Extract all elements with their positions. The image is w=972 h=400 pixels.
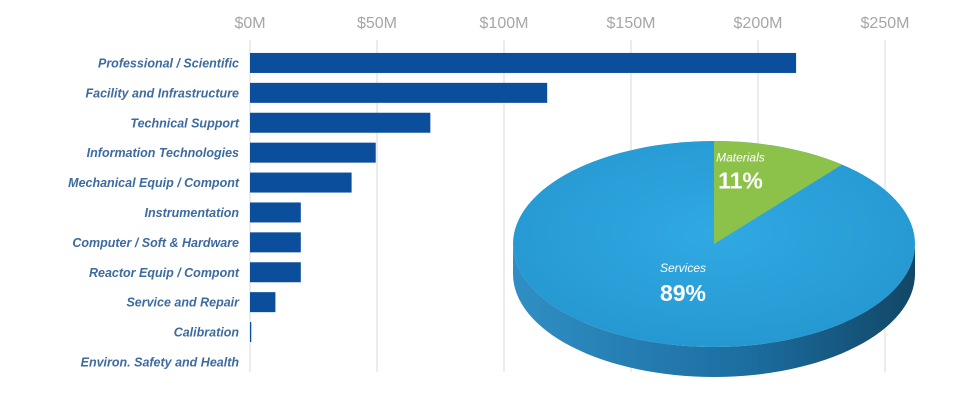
- bar-instrumentation: [250, 202, 301, 223]
- x-tick-label: $100M: [480, 15, 529, 32]
- bars: [250, 52, 797, 343]
- bar-reactor-equip-compont: [250, 262, 301, 283]
- bar-service-and-repair: [250, 292, 276, 313]
- pie-side-wall: [513, 244, 915, 377]
- category-labels: Professional / Scientific Facility and In…: [68, 56, 240, 369]
- pie-slice-materials: [714, 141, 843, 244]
- x-tick-label: $150M: [607, 15, 656, 32]
- x-tick-label: $250M: [861, 15, 910, 32]
- pie-value-materials: 11%: [718, 168, 763, 194]
- bar-information-technologies: [250, 142, 376, 163]
- x-tick-label: $0M: [234, 15, 265, 32]
- category-label: Technical Support: [130, 116, 239, 130]
- category-label: Service and Repair: [126, 296, 240, 310]
- category-label: Environ. Safety and Health: [81, 355, 240, 369]
- x-tick-label: $50M: [357, 15, 397, 32]
- bar-calibration: [250, 322, 252, 343]
- category-label: Information Technologies: [87, 146, 239, 160]
- x-axis-tick-labels: $0M $50M $100M $150M $200M $250M: [234, 15, 909, 32]
- x-tick-label: $200M: [734, 15, 783, 32]
- bar-mechanical-equip-compont: [250, 172, 352, 193]
- category-label: Reactor Equip / Compont: [89, 266, 240, 280]
- bar-technical-support: [250, 112, 431, 133]
- category-label: Instrumentation: [145, 206, 240, 220]
- bar-chart: $0M $50M $100M $150M $200M $250M Professional…: [68, 15, 909, 372]
- bar-computer-soft-hardware: [250, 232, 301, 253]
- category-label: Professional / Scientific: [98, 56, 239, 70]
- pie-value-services: 89%: [660, 280, 706, 306]
- category-label: Calibration: [174, 326, 240, 340]
- pie-label-services: Services: [660, 261, 706, 275]
- category-label: Mechanical Equip / Compont: [68, 176, 240, 190]
- pie-chart: Services 89% Materials 11%: [513, 141, 915, 377]
- bar-professional-scientific: [250, 52, 797, 73]
- bar-facility-and-infrastructure: [250, 82, 548, 103]
- category-label: Computer / Soft & Hardware: [72, 236, 239, 250]
- category-label: Facility and Infrastructure: [85, 86, 239, 100]
- pie-label-materials: Materials: [716, 151, 765, 165]
